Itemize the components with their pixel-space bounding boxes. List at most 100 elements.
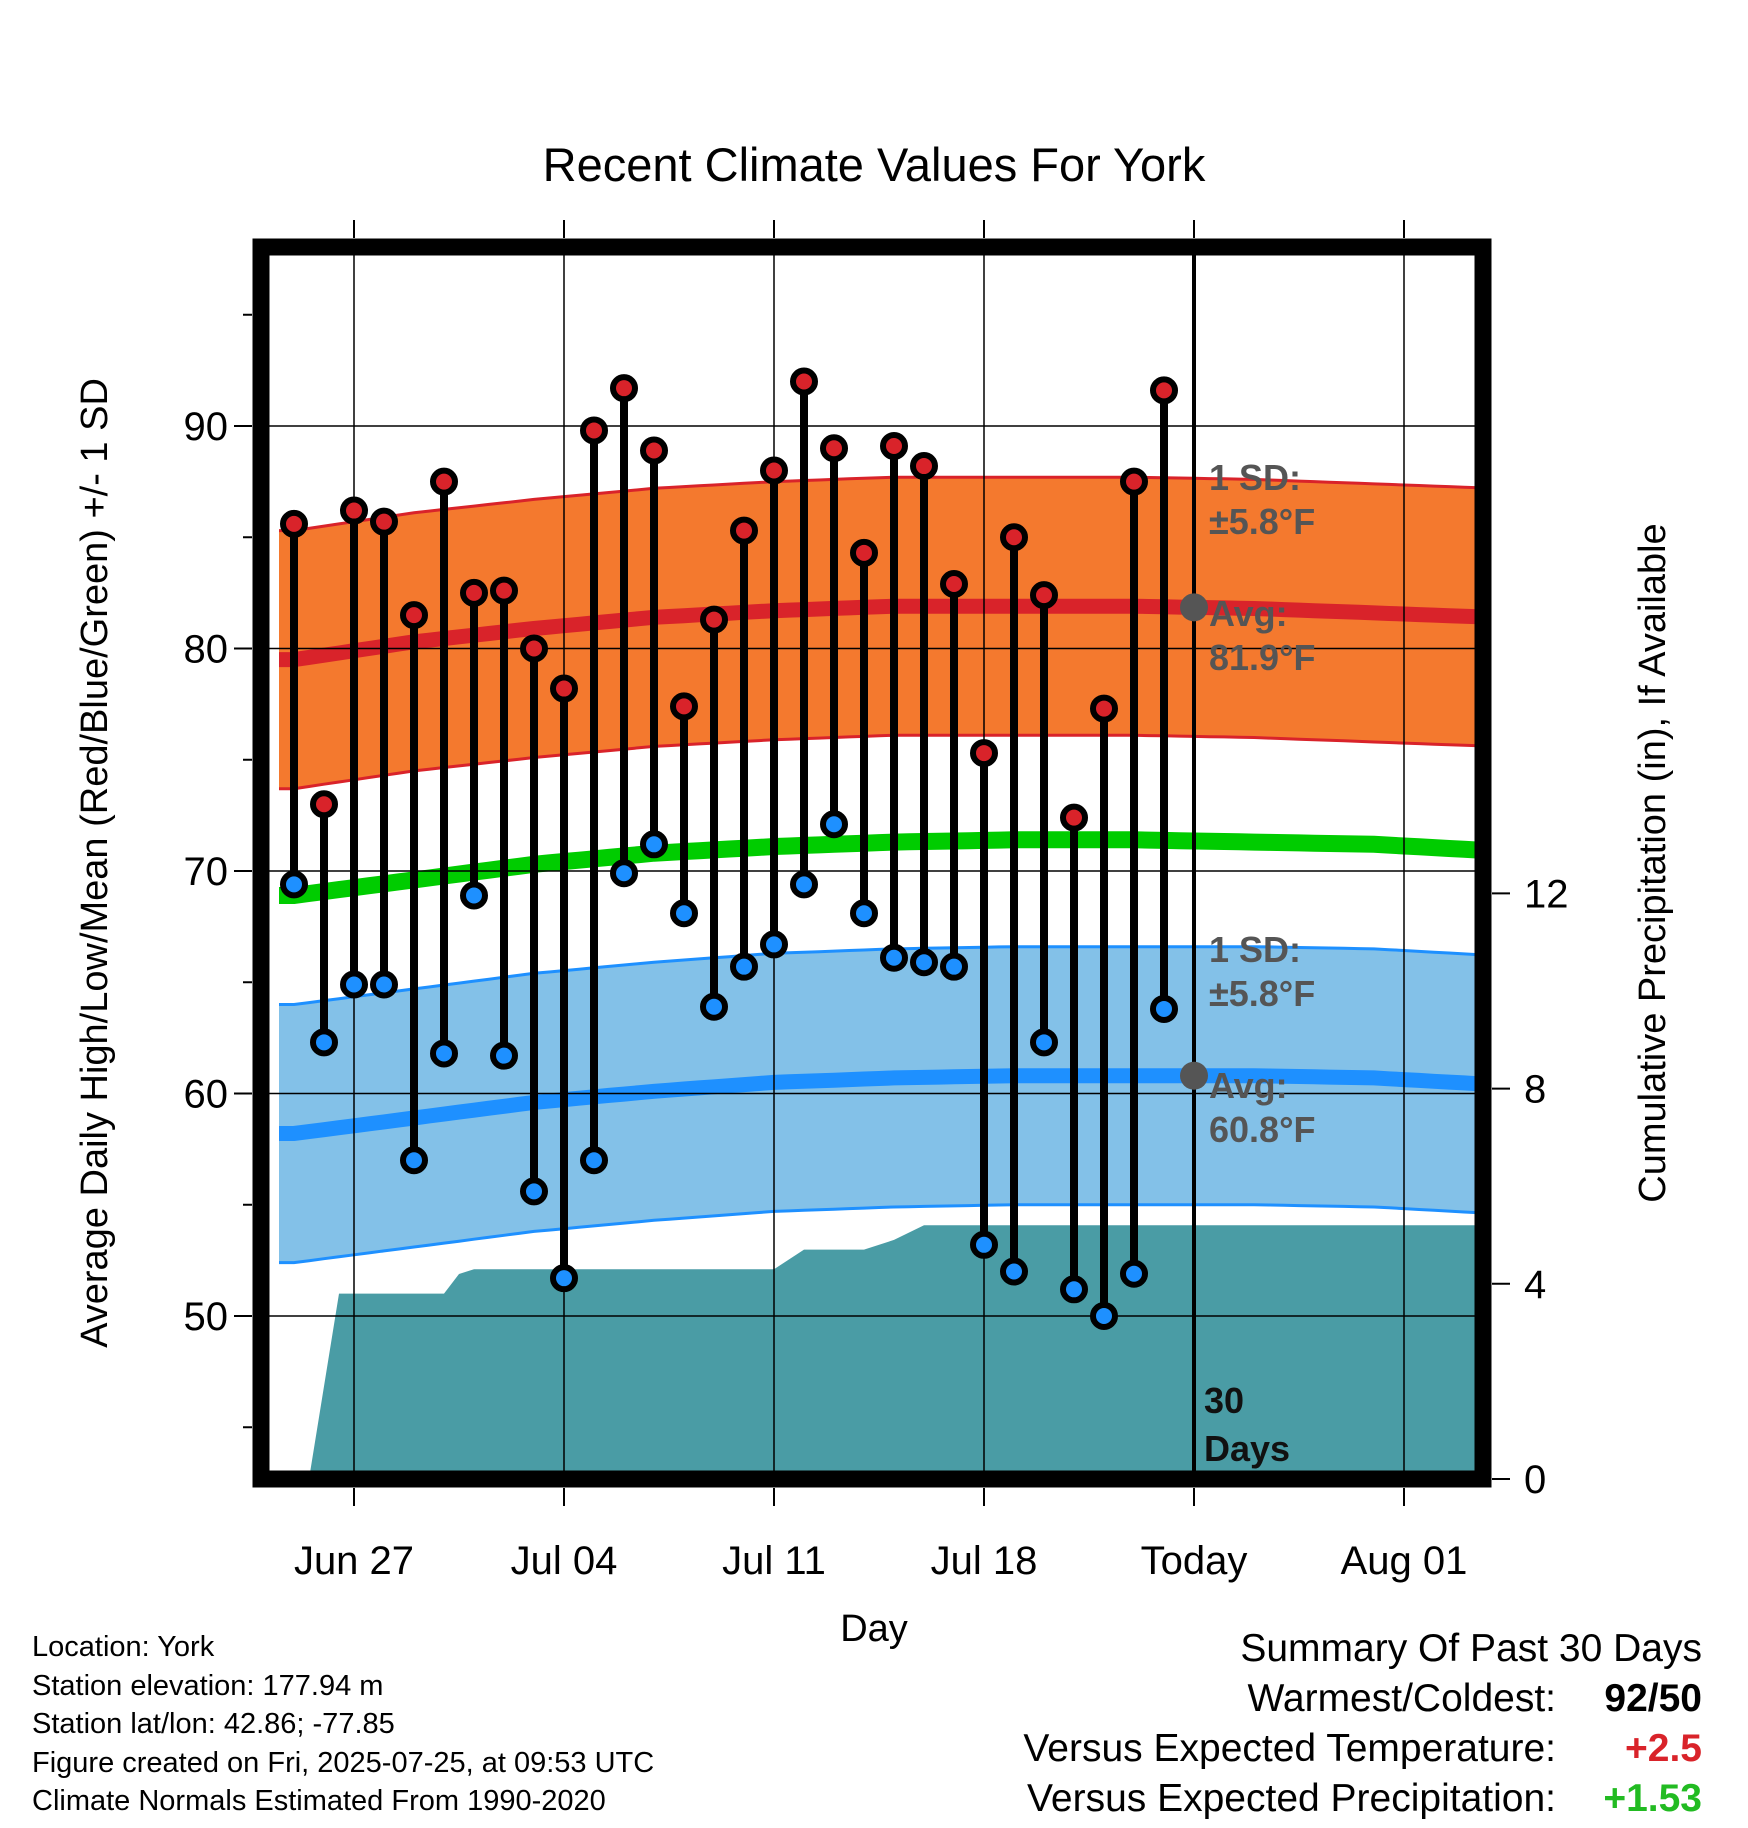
summary-row-precip: Versus Expected Precipitation: +1.53: [802, 1774, 1702, 1824]
low-point: [730, 952, 758, 981]
high-point: [370, 507, 398, 536]
location-text: Location: York: [32, 1631, 215, 1663]
high-point: [910, 452, 938, 481]
high-point: [340, 496, 368, 525]
high-point: [1090, 694, 1118, 723]
today-high-avg-marker: [1180, 593, 1208, 622]
high-avg-value: 81.9°F: [1209, 637, 1315, 678]
temp-label: Versus Expected Temperature:: [1023, 1727, 1556, 1770]
high-point: [460, 578, 488, 607]
low-point: [340, 970, 368, 999]
x-tick-label: Aug 01: [1341, 1539, 1468, 1583]
warm-cold-separator: /: [1647, 1677, 1659, 1720]
high-sd-band: [279, 477, 1483, 789]
low-avg-value: 60.8°F: [1209, 1109, 1315, 1150]
latlon-text: Station lat/lon: 42.86; -77.85: [32, 1708, 395, 1740]
low-point: [430, 1039, 458, 1068]
high-point: [940, 569, 968, 598]
high-band-lower-edge: [279, 733, 1483, 791]
chart-title: Recent Climate Values For York: [543, 138, 1206, 191]
mean-avg-line: [279, 831, 1483, 904]
y2-axis-label: Cumulative Precipitation (in), If Availa…: [1632, 523, 1674, 1202]
tick-labels: 50 60 70 80 90 0 4 8 12 Jun 27 Jul 04 Jul 11 Jul 18 T…: [184, 405, 1569, 1583]
x-tick-label: Jul 18: [931, 1539, 1038, 1583]
high-point: [1120, 467, 1148, 496]
warm-cold-value: 92/50: [1572, 1674, 1702, 1724]
summary-panel: Summary Of Past 30 Days Warmest/Coldest:…: [802, 1624, 1702, 1824]
warm-cold-label: Warmest/Coldest:: [1247, 1677, 1556, 1720]
high-point: [280, 509, 308, 538]
period-value: 30: [1204, 1380, 1244, 1421]
low-point: [1120, 1259, 1148, 1288]
low-point: [1000, 1257, 1028, 1286]
high-point: [700, 605, 728, 634]
observation-layer: [280, 367, 1208, 1330]
high-point: [520, 634, 548, 663]
normal-bands-layer: [279, 475, 1483, 1265]
temp-value: +2.5: [1625, 1727, 1702, 1770]
x-tick-label: Today: [1141, 1539, 1248, 1583]
low-avg-label: Avg:: [1209, 1065, 1288, 1106]
high-point: [850, 538, 878, 567]
summary-row-warm-cold: Warmest/Coldest: 92/50: [802, 1674, 1702, 1724]
high-point: [970, 739, 998, 768]
low-point: [940, 952, 968, 981]
low-point: [640, 830, 668, 859]
y2-tick-label: 12: [1524, 872, 1569, 916]
high-point: [670, 692, 698, 721]
high-point: [580, 416, 608, 445]
low-point: [610, 859, 638, 888]
low-sd-band: [279, 946, 1483, 1263]
low-point: [1060, 1275, 1088, 1304]
today-low-avg-marker: [1180, 1061, 1208, 1090]
low-point: [670, 899, 698, 928]
normals-text: Climate Normals Estimated From 1990-2020: [32, 1785, 606, 1817]
high-point: [430, 467, 458, 496]
low-point: [580, 1146, 608, 1175]
high-point: [790, 367, 818, 396]
x-axis-label: Day: [840, 1608, 908, 1650]
low-point: [790, 870, 818, 899]
high-avg-line: [279, 598, 1483, 668]
low-point: [490, 1041, 518, 1070]
low-point: [880, 943, 908, 972]
precip-value: +1.53: [1603, 1777, 1702, 1820]
station-info: Location: York Station elevation: 177.94…: [32, 1628, 654, 1821]
high-point: [1060, 803, 1088, 832]
low-point: [910, 948, 938, 977]
low-avg-line: [279, 1068, 1483, 1141]
low-point: [520, 1177, 548, 1206]
high-point: [1000, 523, 1028, 552]
warmest-value: 92: [1604, 1677, 1648, 1720]
low-point: [970, 1230, 998, 1259]
high-point: [550, 674, 578, 703]
plot-frame: [252, 238, 1492, 1488]
summary-title: Summary Of Past 30 Days: [1240, 1627, 1702, 1670]
y-tick-label: 50: [184, 1295, 229, 1339]
x-tick-label: Jul 04: [511, 1539, 618, 1583]
low-point: [460, 881, 488, 910]
precip-label: Versus Expected Precipitation:: [1027, 1777, 1556, 1820]
high-avg-label: Avg:: [1209, 593, 1288, 634]
low-point: [310, 1028, 338, 1057]
low-point: [700, 992, 728, 1021]
high-point: [760, 456, 788, 485]
low-point: [760, 930, 788, 959]
high-point: [1150, 376, 1178, 405]
y2-tick-label: 0: [1524, 1458, 1546, 1502]
low-point: [1030, 1028, 1058, 1057]
y2-tick-label: 8: [1524, 1068, 1546, 1112]
y-tick-label: 60: [184, 1073, 229, 1117]
elevation-text: Station elevation: 177.94 m: [32, 1669, 384, 1702]
precip-area: [294, 1225, 1483, 1479]
x-tick-label: Jul 11: [722, 1539, 826, 1583]
low-point: [280, 870, 308, 899]
high-point: [490, 576, 518, 605]
summary-row-temp: Versus Expected Temperature: +2.5: [802, 1724, 1702, 1774]
high-point: [820, 434, 848, 463]
axis-ticks: [234, 220, 1510, 1506]
high-point: [730, 516, 758, 545]
low-sd-value: ±5.8°F: [1209, 973, 1315, 1014]
coldest-value: 50: [1658, 1677, 1702, 1720]
